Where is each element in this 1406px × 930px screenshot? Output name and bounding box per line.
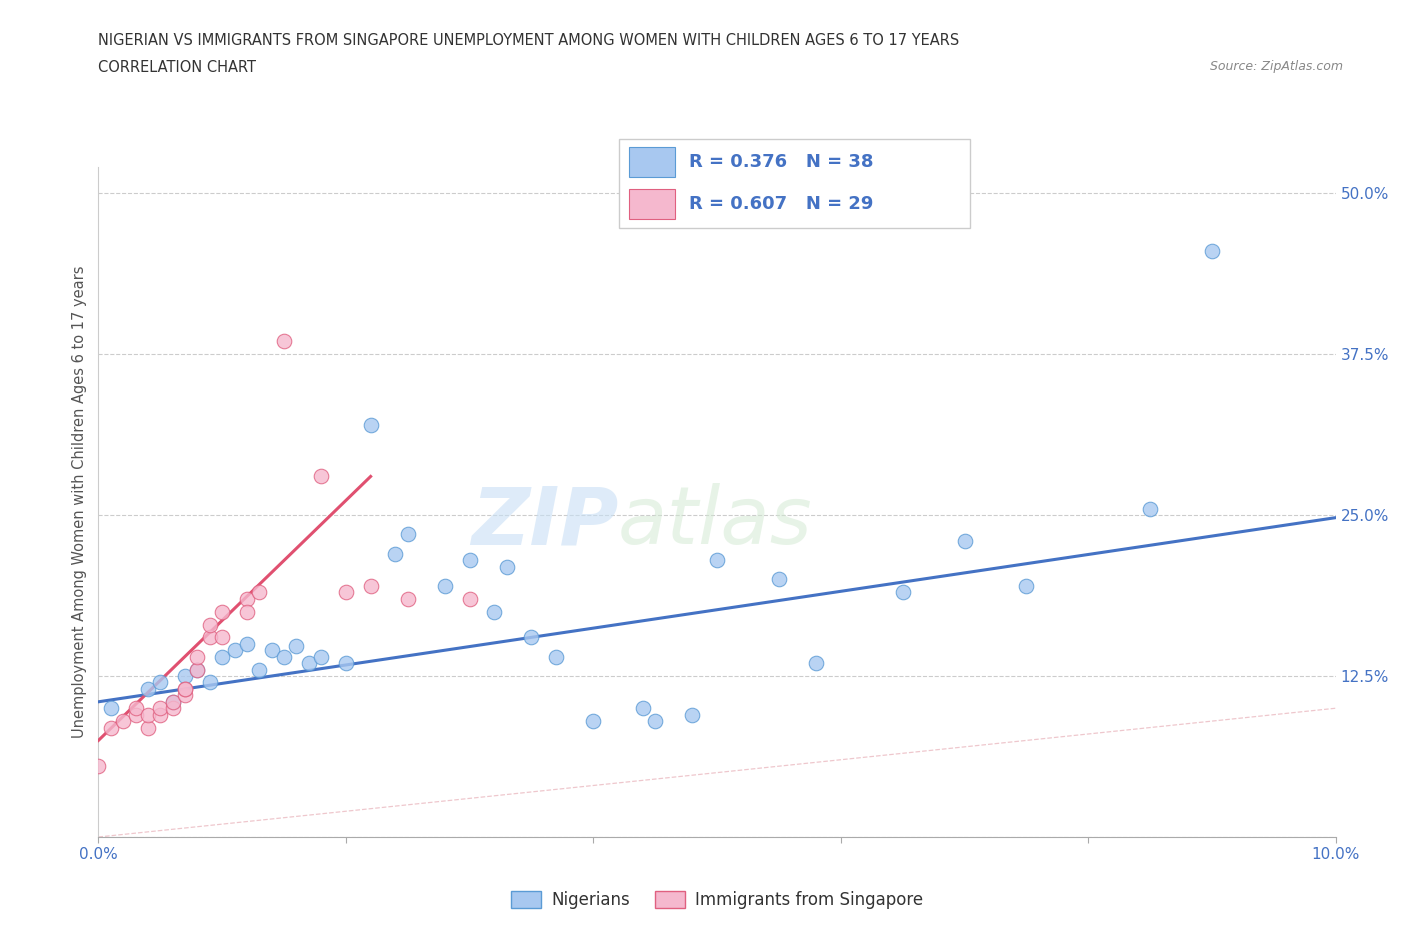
Point [891,585,914,600]
Point [1201,244,1223,259]
Point [162,695,184,710]
Point [211,604,233,619]
Point [298,656,321,671]
Point [285,639,308,654]
Point [247,585,270,600]
Y-axis label: Unemployment Among Women with Children Ages 6 to 17 years: Unemployment Among Women with Children A… [72,266,87,738]
Point [87,759,110,774]
Point [384,546,406,561]
Point [546,649,568,664]
Point [706,552,728,567]
Point [174,669,197,684]
Point [198,675,221,690]
Text: CORRELATION CHART: CORRELATION CHART [98,60,256,75]
Point [309,649,332,664]
Point [273,649,295,664]
Point [174,682,197,697]
Point [236,591,259,606]
Point [396,591,419,606]
Point [396,527,419,542]
Point [484,604,506,619]
Point [335,656,357,671]
Point [335,585,357,600]
Point [247,662,270,677]
Point [309,469,332,484]
Point [186,662,208,677]
Point [149,707,172,722]
Point [236,636,259,651]
Point [186,649,208,664]
Text: NIGERIAN VS IMMIGRANTS FROM SINGAPORE UNEMPLOYMENT AMONG WOMEN WITH CHILDREN AGE: NIGERIAN VS IMMIGRANTS FROM SINGAPORE UN… [98,33,960,47]
Point [136,682,159,697]
Point [1139,501,1161,516]
FancyBboxPatch shape [619,140,970,228]
Point [273,334,295,349]
Point [582,713,605,728]
Point [768,572,790,587]
Point [136,707,159,722]
Point [681,707,703,722]
Point [458,552,481,567]
Point [124,707,146,722]
Point [162,701,184,716]
Point [433,578,456,593]
Text: ZIP: ZIP [471,484,619,562]
Text: Source: ZipAtlas.com: Source: ZipAtlas.com [1209,60,1343,73]
Point [1015,578,1038,593]
Point [186,662,208,677]
Point [236,604,259,619]
Text: R = 0.376   N = 38: R = 0.376 N = 38 [689,153,873,170]
Point [100,720,122,735]
Point [112,713,135,728]
Point [174,682,197,697]
Point [360,578,382,593]
Point [198,618,221,632]
Point [174,688,197,703]
Point [458,591,481,606]
Point [360,418,382,432]
Point [211,649,233,664]
Point [644,713,666,728]
Point [149,701,172,716]
Point [149,675,172,690]
Point [100,701,122,716]
Point [162,695,184,710]
Point [124,701,146,716]
Point [260,643,283,658]
Point [804,656,827,671]
FancyBboxPatch shape [630,147,675,177]
Text: R = 0.607   N = 29: R = 0.607 N = 29 [689,195,873,213]
FancyBboxPatch shape [630,189,675,219]
Point [953,534,976,549]
Point [495,559,517,574]
Point [211,630,233,644]
Point [198,630,221,644]
Point [136,720,159,735]
Legend: Nigerians, Immigrants from Singapore: Nigerians, Immigrants from Singapore [505,884,929,916]
Point [224,643,246,658]
Text: atlas: atlas [619,484,813,562]
Point [520,630,543,644]
Point [631,701,654,716]
